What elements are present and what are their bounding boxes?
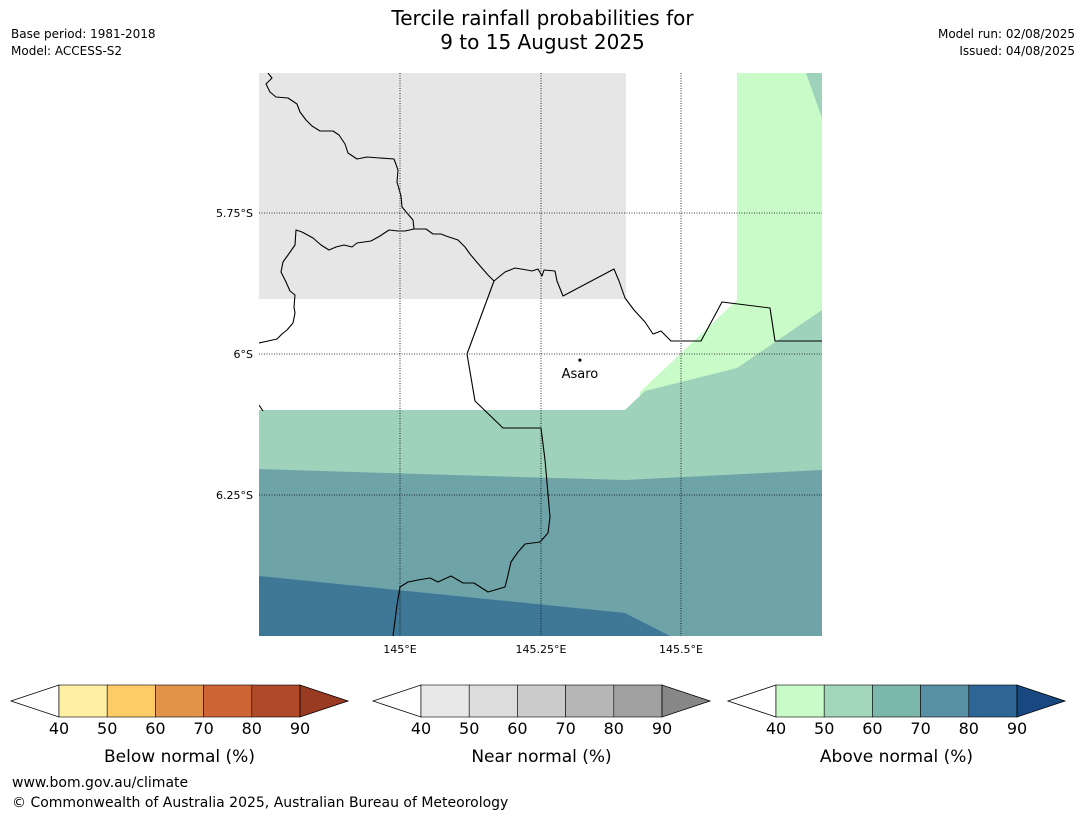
issued-text: Issued: 04/08/2025 bbox=[959, 44, 1075, 58]
lat-label-6: 6°S bbox=[234, 348, 253, 361]
near-normal-region bbox=[259, 73, 626, 299]
map-title: Tercile rainfall probabilities for 9 to … bbox=[0, 6, 1085, 54]
lon-label-145: 145°E bbox=[383, 643, 416, 656]
footer-url: www.bom.gov.au/climate bbox=[12, 775, 189, 791]
colorbar-segment bbox=[920, 684, 970, 718]
map-area: Asaro bbox=[259, 73, 822, 636]
meta-right: Model run: 02/08/2025 Issued: 04/08/2025 bbox=[938, 26, 1075, 60]
colorbar-under-triangle bbox=[371, 684, 422, 718]
colorbar-tick-label: 80 bbox=[959, 719, 979, 738]
colorbar-segment bbox=[565, 684, 615, 718]
colorbar-segment bbox=[872, 684, 921, 718]
lon-labels: 145°E 145.25°E 145.5°E bbox=[383, 643, 703, 656]
colorbar-tick-label: 50 bbox=[814, 719, 834, 738]
colorbar-tick-label: 40 bbox=[411, 719, 431, 738]
colorbar-tick-label: 50 bbox=[459, 719, 479, 738]
colorbar-segment bbox=[420, 684, 470, 718]
colorbar-tick-label: 80 bbox=[604, 719, 624, 738]
colorbar-segment bbox=[775, 684, 825, 718]
colorbar-over-triangle bbox=[1016, 684, 1067, 718]
colorbar-segment bbox=[251, 684, 301, 718]
title-line-1: Tercile rainfall probabilities for bbox=[391, 6, 694, 30]
lat-label-6-25: 6.25°S bbox=[216, 489, 253, 502]
model-text: Model: ACCESS-S2 bbox=[11, 44, 123, 58]
colorbar-near: 40 50 60 70 80 90 Near normal (%) bbox=[371, 684, 712, 767]
colorbar-tick-label: 50 bbox=[97, 719, 117, 738]
province-boundaries bbox=[259, 73, 822, 636]
colorbar-label: Above normal (%) bbox=[820, 747, 973, 767]
boundary-east-upper bbox=[414, 228, 822, 342]
colorbar-tick-label: 40 bbox=[766, 719, 786, 738]
asaro-marker bbox=[578, 358, 582, 362]
colorbar-segment bbox=[823, 684, 873, 718]
colorbar-segment bbox=[517, 684, 566, 718]
colorbar-segment bbox=[155, 684, 204, 718]
colorbar-tick-label: 60 bbox=[862, 719, 882, 738]
lat-label-5-75: 5.75°S bbox=[216, 207, 253, 220]
above-normal-70-region bbox=[259, 576, 670, 636]
colorbar-tick-label: 60 bbox=[145, 719, 165, 738]
colorbar-label: Near normal (%) bbox=[471, 747, 611, 767]
title-line-2: 9 to 15 August 2025 bbox=[440, 30, 645, 54]
colorbar-segment bbox=[613, 684, 663, 718]
lon-label-145-5: 145.5°E bbox=[659, 643, 703, 656]
colorbar-over-triangle bbox=[299, 684, 350, 718]
colorbar-segment bbox=[58, 684, 108, 718]
boundary-west-branch bbox=[392, 280, 551, 636]
footer-copyright: © Commonwealth of Australia 2025, Austra… bbox=[12, 795, 509, 811]
boundary-north bbox=[259, 73, 415, 344]
colorbar-tick-label: 90 bbox=[652, 719, 672, 738]
lat-labels: 5.75°S 6°S 6.25°S bbox=[216, 207, 253, 502]
asaro-label: Asaro bbox=[562, 367, 599, 382]
colorbar-tick-label: 40 bbox=[49, 719, 69, 738]
lon-label-145-25: 145.25°E bbox=[516, 643, 567, 656]
colorbar-segment bbox=[468, 684, 518, 718]
colorbar-under-triangle bbox=[726, 684, 777, 718]
colorbar-below: 40 50 60 70 80 90 Below normal (%) bbox=[9, 684, 350, 767]
colorbar-tick-label: 70 bbox=[910, 719, 930, 738]
colorbar-tick-label: 60 bbox=[507, 719, 527, 738]
base-period-text: Base period: 1981-2018 bbox=[11, 27, 156, 41]
colorbar-under-triangle bbox=[9, 684, 60, 718]
colorbar-above: 40 50 60 70 80 90 Above normal (%) bbox=[726, 684, 1067, 767]
colorbar-tick-label: 70 bbox=[193, 719, 213, 738]
colorbar-tick-label: 90 bbox=[1007, 719, 1027, 738]
colorbar-segment bbox=[968, 684, 1018, 718]
meta-left: Base period: 1981-2018 Model: ACCESS-S2 bbox=[11, 26, 156, 60]
colorbar-tick-label: 90 bbox=[290, 719, 310, 738]
colorbar-segment bbox=[106, 684, 156, 718]
colorbar-segment bbox=[203, 684, 253, 718]
boundary-west-edge bbox=[259, 404, 264, 412]
colorbar-tick-label: 80 bbox=[242, 719, 262, 738]
colorbar-group: 40 50 60 70 80 90 Below normal (%) 40 50 60 70 80 90… bbox=[9, 684, 1067, 767]
colorbar-label: Below normal (%) bbox=[104, 747, 255, 767]
above-normal-50-region-top bbox=[806, 73, 822, 118]
above-normal-40-region bbox=[640, 73, 822, 410]
colorbar-tick-label: 70 bbox=[555, 719, 575, 738]
colorbar-over-triangle bbox=[661, 684, 712, 718]
model-run-text: Model run: 02/08/2025 bbox=[937, 27, 1075, 41]
